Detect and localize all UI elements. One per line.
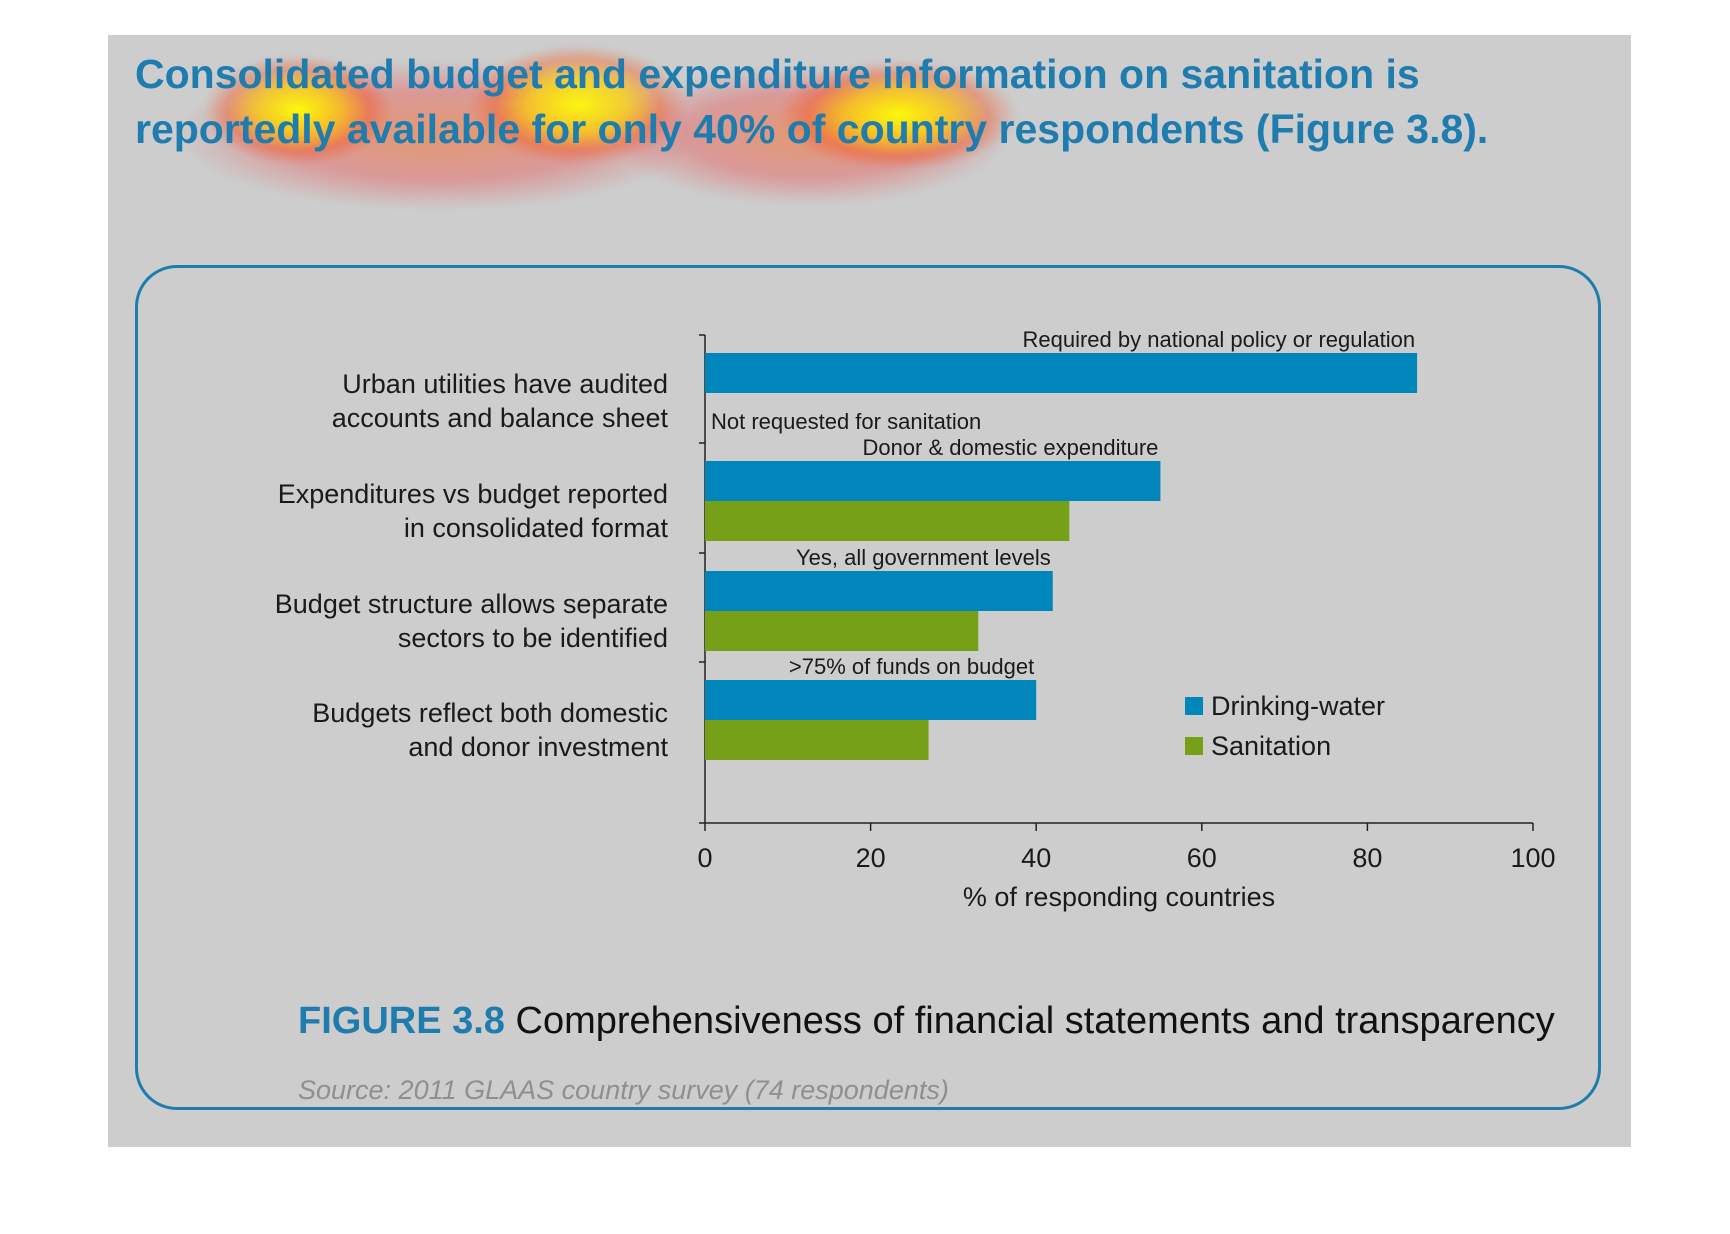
category-label: accounts and balance sheet: [332, 403, 669, 433]
category-label: and donor investment: [408, 732, 668, 762]
x-tick-label: 0: [697, 843, 712, 873]
legend-label: Drinking-water: [1211, 691, 1385, 721]
bar-drinking-water: [705, 461, 1161, 501]
bar-drinking-water: [705, 353, 1418, 393]
category-label: in consolidated format: [404, 513, 669, 543]
bar-chart: 0 20 40 60 80 100 % of responding countries Urb…: [275, 327, 1556, 912]
sanitation-note: Not requested for sanitation: [711, 409, 981, 434]
bar-annotation: >75% of funds on budget: [789, 654, 1034, 679]
figure-caption: FIGURE 3.8 Comprehensiveness of financia…: [298, 1000, 1698, 1043]
bar-drinking-water: [705, 571, 1053, 611]
x-tick-label: 60: [1187, 843, 1217, 873]
x-axis-label: % of responding countries: [963, 882, 1275, 912]
x-tick-label: 80: [1352, 843, 1382, 873]
category-label: Budgets reflect both domestic: [312, 698, 668, 728]
category-label: Budget structure allows separate: [275, 589, 668, 619]
bar-sanitation: [705, 611, 979, 651]
figure-source: Source: 2011 GLAAS country survey (74 re…: [298, 1075, 949, 1105]
legend-label: Sanitation: [1211, 731, 1331, 761]
bar-sanitation: [705, 720, 929, 760]
category-label: sectors to be identified: [398, 623, 668, 653]
x-tick-label: 40: [1021, 843, 1051, 873]
chart-frame: [135, 265, 1601, 1110]
legend-swatch: [1185, 697, 1203, 715]
figure-number: FIGURE 3.8: [298, 1000, 505, 1042]
headline: Consolidated budget and expenditure info…: [135, 51, 1489, 152]
x-tick-label: 100: [1510, 843, 1555, 873]
category-label: Urban utilities have audited: [342, 369, 668, 399]
bar-drinking-water: [705, 680, 1037, 720]
legend-swatch: [1185, 737, 1203, 755]
bar-sanitation: [705, 501, 1070, 541]
category-label: Expenditures vs budget reported: [278, 479, 668, 509]
bar-annotation: Required by national policy or regulatio…: [1023, 327, 1416, 352]
bar-annotation: Yes, all government levels: [796, 545, 1051, 570]
figure-title: Comprehensiveness of financial statement…: [515, 1000, 1555, 1042]
slide-background: Consolidated budget and expenditure info…: [108, 35, 1631, 1147]
x-tick-label: 20: [856, 843, 886, 873]
bar-annotation: Donor & domestic expenditure: [862, 435, 1158, 460]
